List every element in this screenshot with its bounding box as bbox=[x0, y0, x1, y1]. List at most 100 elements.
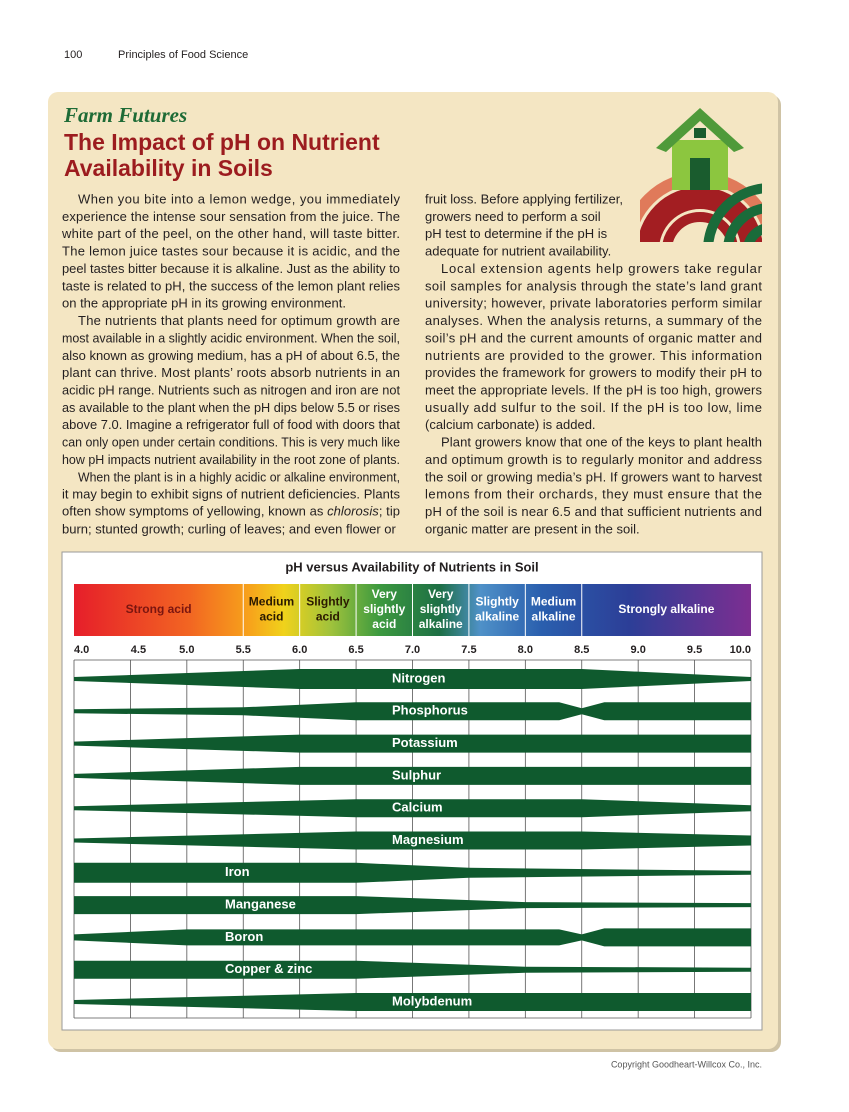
zone-label: Slightly bbox=[306, 595, 350, 609]
nutrient-band bbox=[74, 831, 751, 850]
body-line: as available to the plant when the pH di… bbox=[62, 400, 400, 415]
body-line: it may begin to exhibit signs of nutrien… bbox=[62, 487, 401, 502]
nutrient-band bbox=[74, 799, 751, 818]
scale-label: 7.0 bbox=[405, 644, 420, 656]
body-line: peel tastes bitter because it is alkalin… bbox=[62, 261, 400, 276]
scale-label: 4.5 bbox=[131, 644, 146, 656]
scale-label: 6.5 bbox=[348, 644, 363, 656]
nutrient-label: Potassium bbox=[392, 735, 458, 750]
nutrient-band bbox=[74, 862, 751, 883]
figure-title: pH versus Availability of Nutrients in S… bbox=[285, 559, 538, 574]
body-line: adequate for nutrient availability. bbox=[425, 244, 611, 259]
body-line: burn; stunted growth; curling of leaves;… bbox=[62, 521, 397, 536]
body-line: Plant growers know that one of the keys … bbox=[441, 435, 762, 450]
text-run: chlorosis bbox=[327, 504, 379, 519]
scale-label: 5.5 bbox=[236, 644, 251, 656]
zone-label: slightly bbox=[420, 602, 462, 616]
scale-label: 9.0 bbox=[631, 644, 646, 656]
text-run: ; tip bbox=[379, 504, 400, 519]
body-line: Local extension agents help growers take… bbox=[441, 261, 763, 276]
nutrient-label: Sulphur bbox=[392, 767, 441, 782]
body-line: and optimum growth is to regularly monit… bbox=[425, 452, 763, 467]
nutrient-band bbox=[74, 669, 751, 689]
body-line: often show symptoms of yellowing, known … bbox=[62, 504, 400, 519]
nutrient-band bbox=[74, 960, 751, 979]
zone-label: slightly bbox=[363, 602, 405, 616]
page-number: 100 bbox=[64, 49, 82, 61]
body-line: provides the framework for growers to mo… bbox=[425, 365, 762, 380]
body-line: most available in a slightly acidic envi… bbox=[62, 330, 400, 345]
nutrient-label: Manganese bbox=[225, 897, 296, 912]
nutrient-label: Nitrogen bbox=[392, 670, 446, 685]
body-line: taste is related to pH, the success of t… bbox=[62, 278, 401, 293]
nutrient-label: Iron bbox=[225, 864, 250, 879]
nutrient-label: Magnesium bbox=[392, 832, 464, 847]
body-line: how pH impacts nutrient availability in … bbox=[62, 452, 400, 467]
feature-label: Farm Futures bbox=[63, 103, 187, 127]
nutrient-label: Phosphorus bbox=[392, 703, 468, 718]
body-line: lemons from their orchards, they must en… bbox=[425, 487, 762, 502]
body-line: nutrients are provided to the grower. Th… bbox=[425, 348, 762, 363]
book-title: Principles of Food Science bbox=[118, 49, 248, 61]
body-line: on the appropriate pH in its growing env… bbox=[62, 296, 346, 311]
body-line: acidic pH range. Nutrients such as nitro… bbox=[62, 383, 400, 398]
body-line: (calcium carbonate) is added. bbox=[425, 417, 596, 432]
body-line: The lemon juice tastes sour because it i… bbox=[62, 244, 400, 259]
body-line: pH test to determine if the pH is bbox=[425, 226, 608, 241]
zone-label: acid bbox=[372, 617, 396, 631]
scale-label: 8.0 bbox=[518, 644, 533, 656]
zone-label: Strong acid bbox=[126, 602, 192, 616]
nutrient-label: Molybdenum bbox=[392, 993, 472, 1008]
body-line: growers need to perform a soil bbox=[425, 209, 601, 224]
body-line: soil’s pH and the current amounts of org… bbox=[425, 330, 762, 345]
zone-label: Very bbox=[428, 587, 454, 601]
zone-label: alkaline bbox=[532, 610, 576, 624]
body-line: meet the appropriate levels. If the pH i… bbox=[425, 383, 763, 398]
nutrient-band bbox=[74, 766, 751, 785]
scale-label: 10.0 bbox=[730, 644, 751, 656]
nutrient-label: Boron bbox=[225, 929, 263, 944]
figure: Strong acidMediumacidSlightlyacidVerysli… bbox=[73, 584, 752, 1019]
nutrient-band bbox=[74, 993, 751, 1011]
zone-label: acid bbox=[316, 610, 340, 624]
body-line: white part of the peel, on the other han… bbox=[61, 226, 400, 241]
body-line: When the plant is in a highly acidic or … bbox=[78, 469, 400, 484]
nutrient-band bbox=[74, 896, 751, 915]
feature-title: Availability in Soils bbox=[64, 155, 273, 181]
body-line: university; however, private laboratorie… bbox=[425, 296, 763, 311]
body-line: fruit loss. Before applying fertilizer, bbox=[425, 191, 623, 206]
nutrient-band bbox=[74, 734, 751, 753]
scale-label: 7.5 bbox=[461, 644, 476, 656]
body-line: soil samples for analysis through the st… bbox=[425, 278, 762, 293]
zone-label: alkaline bbox=[475, 610, 519, 624]
body-line: The nutrients that plants need for optim… bbox=[78, 313, 400, 328]
body-line: also known as growing medium, has a pH o… bbox=[62, 348, 400, 363]
body-line: organic matter are present in the soil. bbox=[425, 521, 640, 536]
body-line: experience the intense sour sensation fr… bbox=[62, 209, 400, 224]
nutrient-band bbox=[74, 702, 751, 721]
scale-label: 9.5 bbox=[687, 644, 702, 656]
zone-label: Very bbox=[372, 587, 398, 601]
nutrient-label: Calcium bbox=[392, 800, 443, 815]
scale-label: 5.0 bbox=[179, 644, 194, 656]
body-line: usually add sulfur to the soil. If the p… bbox=[425, 400, 762, 415]
body-line: When you bite into a lemon wedge, you im… bbox=[78, 191, 401, 206]
zone-label: Slightly bbox=[475, 595, 519, 609]
body-line: the soil or growing media’s pH. If growe… bbox=[425, 469, 762, 484]
text-run: often show symptoms of yellowing, known … bbox=[62, 504, 327, 519]
icon-house bbox=[656, 108, 744, 190]
scale-label: 6.0 bbox=[292, 644, 307, 656]
zone-label: Medium bbox=[531, 595, 576, 609]
zone-label: alkaline bbox=[419, 617, 463, 631]
feature-title: The Impact of pH on Nutrient bbox=[64, 129, 380, 155]
nutrient-label: Copper & zinc bbox=[225, 961, 312, 976]
zone-label: acid bbox=[259, 610, 283, 624]
nutrient-band bbox=[74, 928, 751, 947]
zone-label: Strongly alkaline bbox=[618, 602, 714, 616]
zone-label: Medium bbox=[249, 595, 294, 609]
body-text: When you bite into a lemon wedge, you im… bbox=[61, 191, 763, 536]
body-line: can only open under certain conditions. … bbox=[62, 435, 400, 450]
body-line: plant can thrive. Most plants’ roots abs… bbox=[62, 365, 400, 380]
body-line: above 7.0. Imagine a refrigerator full o… bbox=[62, 417, 400, 432]
